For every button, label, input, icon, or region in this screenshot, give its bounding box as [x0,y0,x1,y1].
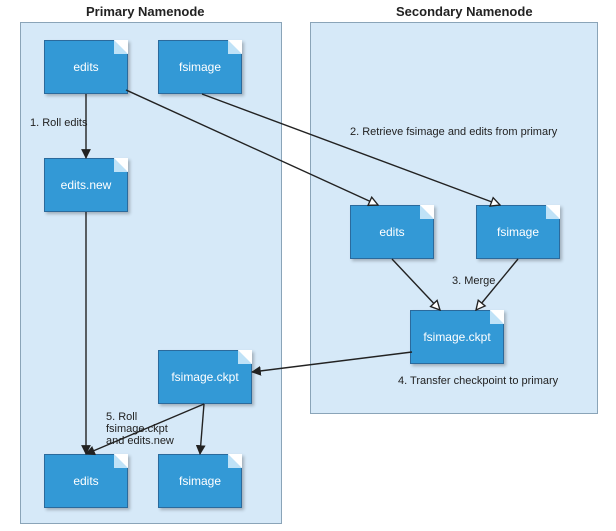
step-1-label: 1. Roll edits [30,117,87,129]
file-primary-ckpt: fsimage.ckpt [158,350,252,404]
file-label: fsimage [179,60,221,74]
file-label: edits [73,474,98,488]
file-fold-icon [238,350,252,364]
file-label: edits [73,60,98,74]
file-primary-fsimage: fsimage [158,40,242,94]
file-label: edits [379,225,404,239]
step-2-label: 2. Retrieve fsimage and edits from prima… [350,126,557,138]
title-primary: Primary Namenode [86,4,205,19]
file-primary-edits: edits [44,40,128,94]
file-label: edits.new [61,178,112,192]
file-fold-icon [114,40,128,54]
file-primary-edits2: edits [44,454,128,508]
primary-panel [20,22,282,524]
diagram-canvas: Primary Namenode Secondary Namenode edit… [0,0,616,531]
file-label: fsimage [179,474,221,488]
step-3-label: 3. Merge [452,275,495,287]
title-secondary: Secondary Namenode [396,4,533,19]
file-label: fsimage.ckpt [171,370,238,384]
file-label: fsimage.ckpt [423,330,490,344]
file-fold-icon [546,205,560,219]
file-label: fsimage [497,225,539,239]
file-fold-icon [114,158,128,172]
file-secondary-ckpt: fsimage.ckpt [410,310,504,364]
file-fold-icon [228,454,242,468]
file-primary-fsimage2: fsimage [158,454,242,508]
file-fold-icon [490,310,504,324]
file-secondary-fsimage: fsimage [476,205,560,259]
file-primary-edits-new: edits.new [44,158,128,212]
file-secondary-edits: edits [350,205,434,259]
file-fold-icon [228,40,242,54]
step-5-label: 5. Roll fsimage.ckpt and edits.new [106,411,174,447]
step-4-label: 4. Transfer checkpoint to primary [398,375,558,387]
file-fold-icon [114,454,128,468]
file-fold-icon [420,205,434,219]
